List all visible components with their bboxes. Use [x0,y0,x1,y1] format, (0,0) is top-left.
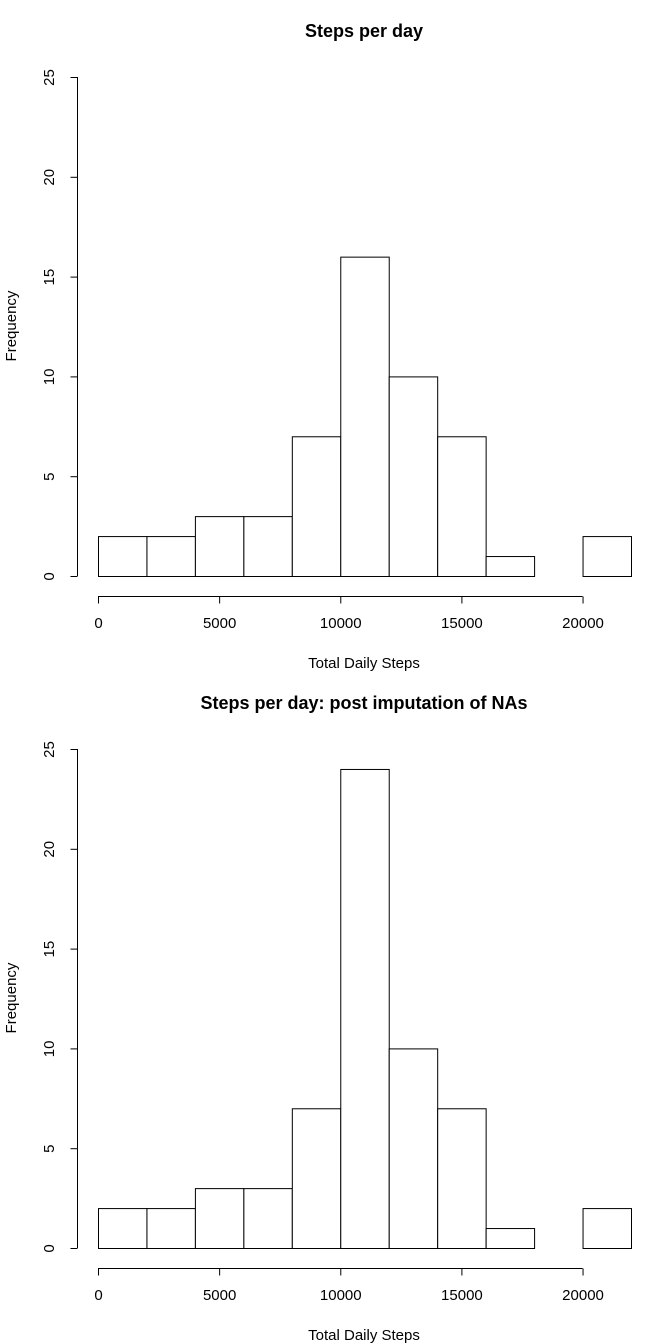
histogram-bar [437,1108,487,1249]
histogram-steps-per-day: Steps per day Total Daily Steps Frequenc… [3,21,633,672]
histogram-bar [146,1208,196,1250]
histogram-bar [146,536,196,578]
histogram-bar [485,556,536,577]
histogram-bar [98,536,148,578]
histogram-bar [194,516,245,577]
y-tick-label: 5 [41,1145,58,1153]
y-axis: 0 5 10 15 20 25 [41,741,78,1253]
histogram-bar [437,436,487,577]
x-tick-label: 5000 [203,615,236,632]
histogram-bar [98,1208,148,1250]
x-axis-label: Total Daily Steps [308,655,420,672]
y-tick-label: 25 [41,69,58,86]
x-tick-label: 20000 [562,1287,604,1304]
histogram-bar [340,256,390,577]
histogram-bar [291,1108,342,1249]
x-tick-label: 10000 [320,1287,362,1304]
y-axis-label: Frequency [3,290,20,361]
x-tick-label: 0 [94,1287,102,1304]
x-axis: 0 5000 10000 15000 20000 [94,596,604,632]
y-tick-label: 0 [41,572,58,580]
histogram-bar [243,516,293,577]
y-tick-label: 10 [41,369,58,386]
histogram-bar [340,768,390,1250]
x-tick-label: 15000 [441,615,483,632]
y-tick-label: 20 [41,841,58,858]
y-tick-label: 25 [41,741,58,758]
y-tick-label: 5 [41,473,58,481]
y-axis: 0 5 10 15 20 25 [41,69,78,581]
histogram-bar [243,1188,293,1249]
bars [98,768,633,1250]
y-tick-label: 10 [41,1041,58,1058]
histogram-bar [582,1208,633,1250]
histogram-steps-per-day-post-imputation: Steps per day: post imputation of NAs To… [3,693,633,1344]
histogram-bar [388,1048,439,1249]
y-tick-label: 15 [41,269,58,286]
x-tick-label: 5000 [203,1287,236,1304]
x-tick-label: 0 [94,615,102,632]
histogram-bar [485,1228,536,1249]
histogram-bar [582,536,633,578]
bars [98,256,633,578]
x-axis: 0 5000 10000 15000 20000 [94,1268,604,1304]
x-tick-label: 20000 [562,615,604,632]
y-axis-label: Frequency [3,962,20,1033]
y-tick-label: 0 [41,1244,58,1252]
x-axis-label: Total Daily Steps [308,1327,420,1344]
y-tick-label: 20 [41,169,58,186]
chart-title: Steps per day [305,21,423,41]
histogram-bar [194,1188,245,1249]
x-tick-label: 15000 [441,1287,483,1304]
y-tick-label: 15 [41,941,58,958]
histogram-bar [388,376,439,577]
x-tick-label: 10000 [320,615,362,632]
chart-title: Steps per day: post imputation of NAs [200,693,527,713]
histogram-bar [291,436,342,577]
